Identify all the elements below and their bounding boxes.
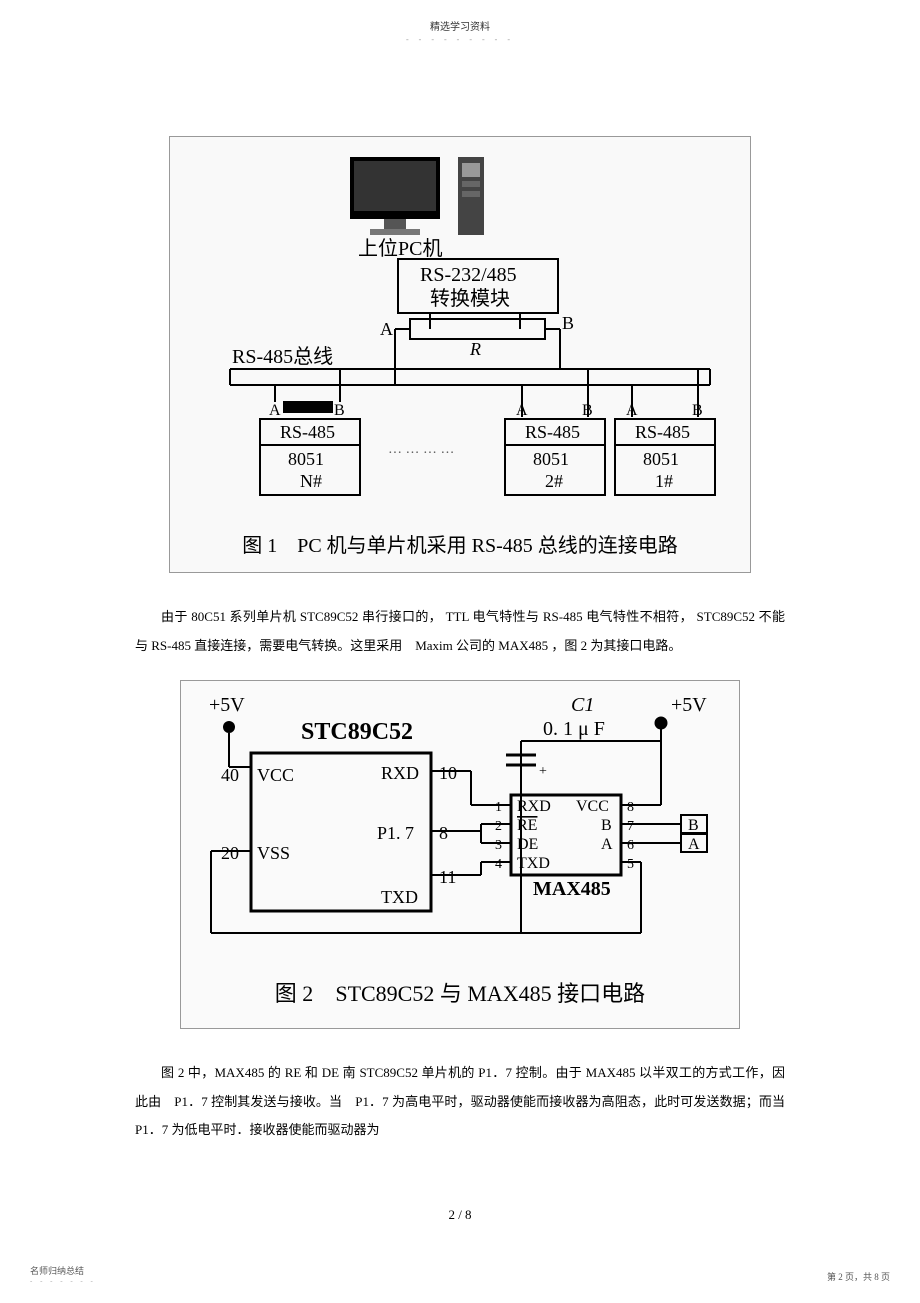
paragraph-2: 图 2 中，MAX485 的 RE 和 DE 南 STC89C52 单片机的 P… <box>135 1059 785 1145</box>
svg-text:RXD: RXD <box>381 763 419 783</box>
svg-text:RXD: RXD <box>517 798 551 815</box>
figure-2-diagram: +5V STC89C52 40 VCC 20 VSS RXD 10 P1. 7 … <box>181 681 741 961</box>
svg-text:N#: N# <box>300 471 322 491</box>
header-dots: - - - - - - - - - <box>0 35 920 44</box>
svg-text:5: 5 <box>627 857 634 872</box>
page-number: 2 / 8 <box>0 1207 920 1223</box>
svg-text:20: 20 <box>221 843 239 863</box>
paragraph-1: 由于 80C51 系列单片机 STC89C52 串行接口的， TTL 电气特性与… <box>135 603 785 660</box>
svg-text:A: A <box>601 836 613 853</box>
svg-text:2: 2 <box>495 819 502 834</box>
dots: ··· ··· ··· ··· <box>388 446 454 461</box>
converter-line2: 转换模块 <box>430 287 510 310</box>
svg-text:B: B <box>582 402 593 419</box>
fig2-caption-text: STC89C52 与 MAX485 接口电路 <box>335 981 645 1006</box>
footer-right: 第 2 页，共 8 页 <box>827 1270 890 1283</box>
svg-text:8: 8 <box>627 800 634 815</box>
figure-2-caption: 图 2 STC89C52 与 MAX485 接口电路 <box>181 966 739 1028</box>
r-label: R <box>469 339 481 359</box>
header-title: 精选学习资料 <box>0 18 920 33</box>
svg-text:8051: 8051 <box>533 449 569 469</box>
svg-text:3: 3 <box>495 838 502 853</box>
svg-text:A: A <box>688 836 700 853</box>
svg-text:+5V: +5V <box>671 694 707 716</box>
svg-text:8051: 8051 <box>643 449 679 469</box>
svg-text:RS-485: RS-485 <box>635 422 690 442</box>
svg-text:4: 4 <box>495 857 502 872</box>
svg-text:VCC: VCC <box>576 798 609 815</box>
svg-text:2#: 2# <box>545 471 563 491</box>
footer-left-text: 名师归纳总结 <box>30 1264 96 1277</box>
node-2: A B RS-485 8051 2# <box>505 369 605 495</box>
svg-text:A: A <box>626 402 638 419</box>
svg-text:MAX485: MAX485 <box>533 878 611 900</box>
svg-text:C1: C1 <box>571 694 594 716</box>
svg-text:VSS: VSS <box>257 843 290 863</box>
svg-text:RS-485: RS-485 <box>525 422 580 442</box>
svg-text:1#: 1# <box>655 471 673 491</box>
footer-left-dots: - - - - - - - <box>30 1277 96 1285</box>
svg-text:VCC: VCC <box>257 765 294 785</box>
pc-label: 上位PC机 <box>358 237 442 260</box>
page-header: 精选学习资料 - - - - - - - - - <box>0 0 920 44</box>
svg-text:40: 40 <box>221 765 239 785</box>
node-n: A B RS-485 8051 N# <box>260 369 360 495</box>
svg-text:0. 1 μ F: 0. 1 μ F <box>543 718 605 740</box>
figure-1-container: 上位PC机 RS-232/485 转换模块 A B R RS-485总线 A <box>169 136 751 573</box>
svg-text:+: + <box>539 764 547 779</box>
svg-text:STC89C52: STC89C52 <box>301 719 413 745</box>
converter-line1: RS-232/485 <box>420 264 517 286</box>
svg-text:8051: 8051 <box>288 449 324 469</box>
svg-text:7: 7 <box>627 819 634 834</box>
figure-1-caption: 图 1 PC 机与单片机采用 RS-485 总线的连接电路 <box>170 517 750 572</box>
conv-a: A <box>380 319 393 339</box>
svg-text:TXD: TXD <box>381 887 418 907</box>
fig1-caption-text: PC 机与单片机采用 RS-485 总线的连接电路 <box>297 535 678 557</box>
fig2-caption-prefix: 图 2 <box>275 981 314 1006</box>
svg-text:P1. 7: P1. 7 <box>377 823 414 843</box>
bus-label: RS-485总线 <box>232 345 333 368</box>
conv-b: B <box>562 313 574 333</box>
svg-text:B: B <box>692 402 703 419</box>
svg-text:1: 1 <box>495 800 502 815</box>
svg-text:10: 10 <box>439 763 457 783</box>
svg-text:8: 8 <box>439 823 448 843</box>
footer-left: 名师归纳总结 - - - - - - - <box>30 1264 96 1285</box>
node-1: A B RS-485 8051 1# <box>615 369 715 495</box>
svg-text:B: B <box>688 817 699 834</box>
fig1-caption-prefix: 图 1 <box>242 535 277 557</box>
svg-text:+5V: +5V <box>209 694 245 716</box>
figure-1-diagram: 上位PC机 RS-232/485 转换模块 A B R RS-485总线 A <box>170 137 752 517</box>
svg-text:11: 11 <box>439 867 456 887</box>
svg-text:A: A <box>269 402 281 419</box>
svg-text:A: A <box>516 402 528 419</box>
figure-2-container: +5V STC89C52 40 VCC 20 VSS RXD 10 P1. 7 … <box>180 680 740 1029</box>
svg-text:B: B <box>334 402 345 419</box>
svg-text:6: 6 <box>627 838 634 853</box>
svg-text:RS-485: RS-485 <box>280 422 335 442</box>
svg-text:B: B <box>601 817 612 834</box>
